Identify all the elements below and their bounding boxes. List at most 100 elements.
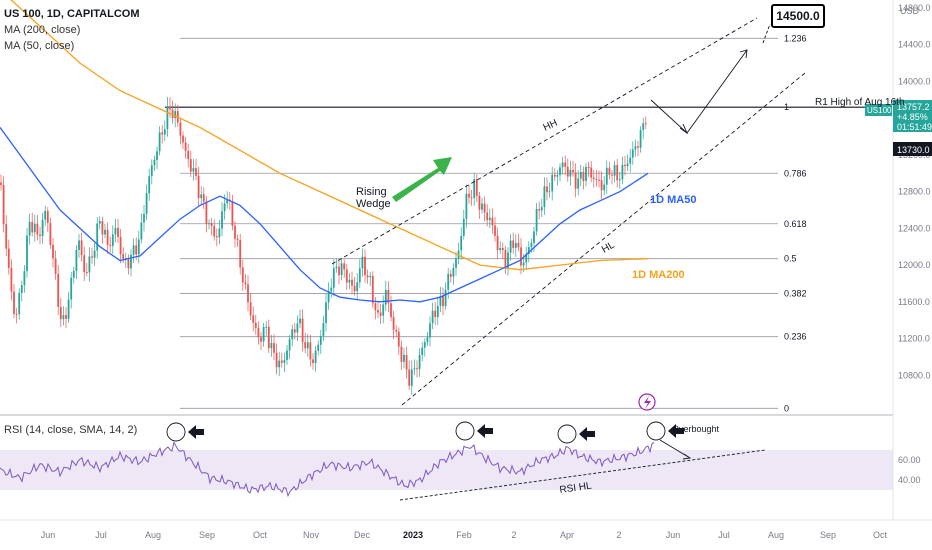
peak-circle [455, 421, 475, 441]
price-tick-label: 14000.0 [898, 76, 931, 86]
candle-body [429, 323, 431, 338]
candle-body [514, 242, 517, 248]
last-price-tag [893, 100, 932, 132]
ma200-legend[interactable]: MA (200, close) [4, 24, 81, 36]
candle-body [608, 167, 611, 175]
ma50-line [0, 127, 649, 303]
candle-body [145, 193, 148, 214]
time-tick-label: 2 [511, 530, 516, 540]
candle-body [291, 329, 294, 340]
candle-body [184, 142, 187, 152]
ma200-label: 1D MA200 [632, 269, 685, 281]
candle-body [309, 342, 312, 360]
candle-body [156, 151, 158, 160]
last-price-value: 13757.2 [897, 102, 930, 112]
candle-body [379, 312, 382, 316]
candle-body [400, 346, 403, 362]
candle-body [416, 368, 418, 370]
candle-body [140, 222, 143, 240]
candle-body [5, 224, 8, 249]
candle-body [431, 310, 434, 324]
candle-body [106, 229, 109, 245]
time-tick-label: Oct [253, 530, 268, 540]
candle-body [582, 172, 585, 182]
candle-body [161, 132, 164, 135]
symbol-tag [865, 104, 892, 116]
candle-body [200, 194, 203, 199]
candle-body [600, 180, 603, 191]
candle-body [254, 322, 257, 328]
candle-body [325, 302, 327, 323]
candle-body [41, 219, 44, 237]
candle-body [179, 122, 182, 136]
candle-body [171, 109, 174, 119]
rsi-band [0, 450, 893, 490]
target-callout: 14500.0 [771, 4, 825, 28]
time-tick-label: 2 [616, 530, 621, 540]
candle-body [36, 223, 39, 235]
candle-body [88, 256, 91, 273]
candle-body [111, 234, 114, 246]
candle-body [10, 267, 13, 292]
candle-body [312, 359, 314, 364]
candle-body [33, 223, 36, 233]
candle-body [299, 318, 301, 324]
candle-body [174, 111, 177, 119]
candle-body [439, 295, 442, 306]
candle-body [343, 263, 346, 270]
peak-circle [646, 421, 666, 441]
timer-value: 01:51:49 [897, 122, 932, 132]
candle-body [358, 268, 361, 283]
time-tick-label: Jun [666, 530, 681, 540]
candle-body [247, 284, 249, 303]
candle-body [158, 132, 161, 152]
fib-level-label: 0 [784, 403, 789, 413]
candle-body [182, 135, 184, 143]
candle-body [338, 266, 340, 276]
candle-body [231, 200, 234, 226]
candle-body [117, 227, 119, 237]
candle-body [533, 231, 535, 244]
candle-body [501, 247, 504, 251]
candle-body [569, 169, 572, 177]
time-tick-label: Feb [456, 530, 472, 540]
candle-body [52, 244, 54, 259]
candle-body [387, 289, 390, 304]
price-tick-label: 11600.0 [898, 297, 930, 307]
candle-body [548, 191, 551, 193]
candle-body [39, 234, 41, 237]
rsi-line [0, 440, 655, 498]
candle-body [605, 167, 608, 185]
fib-level-label: 1.236 [784, 33, 807, 43]
candle-body [405, 355, 408, 370]
time-tick-label: Oct [873, 530, 888, 540]
rsi-legend[interactable]: RSI (14, close, SMA, 14, 2) [4, 424, 138, 436]
price-tick-label: 10800.0 [898, 370, 931, 380]
time-tick-label: Nov [303, 530, 320, 540]
time-tick-label: Aug [145, 530, 161, 540]
candle-body [169, 106, 171, 110]
candle-body [210, 223, 213, 227]
black-arrow-icon [188, 425, 204, 439]
hl-label: HL [600, 239, 617, 255]
candle-body [2, 185, 5, 225]
ma50-legend[interactable]: MA (50, close) [4, 40, 75, 52]
candle-body [483, 203, 486, 213]
candle-body [314, 350, 317, 364]
price-tick-label: 12800.0 [898, 187, 931, 197]
candle-body [626, 163, 629, 167]
candle-body [413, 368, 416, 370]
candle-body [135, 245, 138, 255]
candle-body [634, 146, 637, 150]
candle-body [507, 252, 509, 268]
candle-body [317, 344, 320, 351]
candle-body [546, 186, 548, 193]
candle-body [202, 194, 205, 202]
candle-body [473, 179, 476, 198]
candle-body [595, 178, 598, 180]
candle-body [114, 227, 117, 235]
candle-body [80, 240, 83, 256]
